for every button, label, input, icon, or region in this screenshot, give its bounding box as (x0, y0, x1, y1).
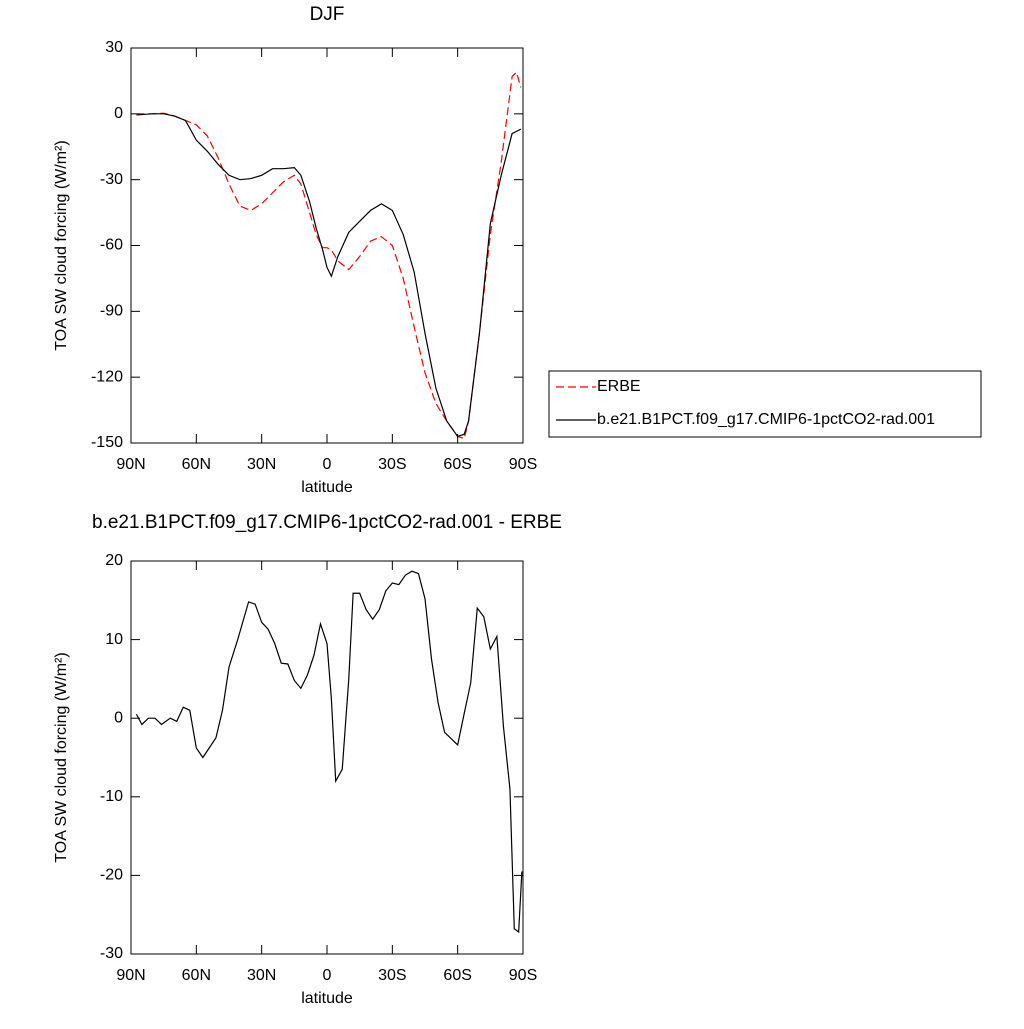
x-tick-label: 90S (509, 456, 537, 473)
x-tick-label: 90N (116, 456, 145, 473)
x-tick-label: 60N (182, 456, 211, 473)
y-tick-label: 0 (114, 105, 123, 122)
y-tick-label: -90 (100, 303, 123, 320)
legend-box (548, 370, 982, 438)
x-tick-label: 90N (116, 967, 145, 984)
chart-title: DJF (310, 4, 345, 25)
legend-label: ERBE (597, 378, 641, 395)
series-line (135, 570, 523, 934)
x-tick-label: 30S (378, 967, 406, 984)
y-tick-label: 30 (105, 39, 123, 56)
x-tick-label: 60S (443, 456, 471, 473)
x-tick-label: 30N (247, 967, 276, 984)
x-tick-label: 0 (323, 456, 332, 473)
y-tick-label: -30 (100, 171, 123, 188)
y-tick-label: -10 (100, 788, 123, 805)
x-axis-label: latitude (301, 479, 353, 496)
y-axis-label: TOA SW cloud forcing (W/m²) (53, 140, 70, 350)
y-tick-label: 20 (105, 552, 123, 569)
y-tick-label: -60 (100, 237, 123, 254)
plot-frame (130, 47, 524, 444)
y-tick-label: -20 (100, 867, 123, 884)
y-tick-label: -120 (91, 368, 123, 385)
chart-title: b.e21.B1PCT.f09_g17.CMIP6-1pctCO2-rad.00… (92, 512, 562, 533)
y-tick-label: 0 (114, 709, 123, 726)
x-tick-label: 90S (509, 967, 537, 984)
y-tick-label: -150 (91, 434, 123, 451)
series-line (136, 70, 522, 440)
x-tick-label: 60N (182, 967, 211, 984)
x-tick-label: 60S (443, 967, 471, 984)
y-tick-label: 10 (105, 631, 123, 648)
y-tick-label: -30 (100, 945, 123, 962)
series-line (136, 113, 522, 438)
y-axis-label: TOA SW cloud forcing (W/m²) (53, 652, 70, 862)
x-axis-label: latitude (301, 990, 353, 1007)
x-tick-label: 30N (247, 456, 276, 473)
legend-label: b.e21.B1PCT.f09_g17.CMIP6-1pctCO2-rad.00… (597, 411, 935, 428)
x-tick-label: 30S (378, 456, 406, 473)
x-tick-label: 0 (323, 967, 332, 984)
plot-frame (130, 560, 524, 955)
